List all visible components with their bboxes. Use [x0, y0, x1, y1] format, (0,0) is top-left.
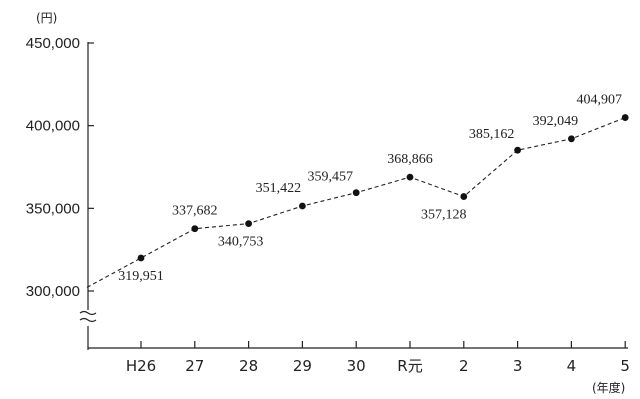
data-label: 392,049 — [533, 114, 579, 129]
series-line — [86, 117, 626, 288]
x-ticks: H26 27 28 29 30 R元 2 3 4 5 — [126, 341, 630, 375]
x-tick-label: 5 — [620, 357, 630, 375]
y-tick-label: 400,000 — [26, 118, 80, 135]
x-tick-label: 27 — [185, 357, 204, 375]
series-line-group: 319,951 337,682 340,753 351,422 359,457 368,8… — [86, 93, 629, 288]
y-axis: 300,000 350,000 400,000 450,000 — [26, 35, 97, 350]
y-tick-label: 450,000 — [26, 35, 80, 52]
data-point — [514, 146, 521, 154]
x-tick-label: 28 — [239, 357, 258, 375]
x-tick-label: 29 — [293, 357, 312, 375]
data-point — [352, 189, 360, 197]
data-point — [191, 225, 199, 233]
axis-break-mark — [79, 310, 97, 323]
y-tick-label: 350,000 — [26, 200, 80, 217]
data-point — [568, 135, 575, 143]
x-tick-label: R元 — [397, 357, 422, 375]
data-label: 357,128 — [421, 208, 467, 223]
y-ticks: 300,000 350,000 400,000 450,000 — [26, 35, 94, 300]
data-label: 368,866 — [387, 152, 433, 167]
data-label: 319,951 — [118, 269, 164, 284]
x-axis-unit-label: (年度) — [592, 380, 625, 395]
data-label: 385,162 — [469, 127, 515, 142]
x-tick-label: 3 — [513, 357, 523, 375]
data-label: 337,682 — [172, 204, 218, 219]
x-tick-label: 2 — [459, 357, 469, 375]
x-axis: H26 27 28 29 30 R元 2 3 4 5 — [88, 341, 630, 375]
data-label: 340,753 — [218, 235, 264, 250]
data-label: 404,907 — [576, 93, 622, 108]
data-point — [137, 254, 145, 262]
data-point — [621, 114, 629, 121]
data-point — [299, 202, 306, 210]
data-label: 359,457 — [307, 170, 353, 185]
x-tick-label: H26 — [126, 357, 156, 375]
y-axis-unit-label: (円) — [36, 11, 57, 25]
data-point — [406, 173, 414, 181]
data-label: 351,422 — [256, 181, 302, 196]
data-point — [460, 193, 468, 200]
y-tick-label: 300,000 — [26, 283, 80, 300]
data-point — [245, 220, 253, 228]
x-tick-label: 4 — [567, 357, 577, 375]
x-tick-label: 30 — [347, 357, 366, 375]
